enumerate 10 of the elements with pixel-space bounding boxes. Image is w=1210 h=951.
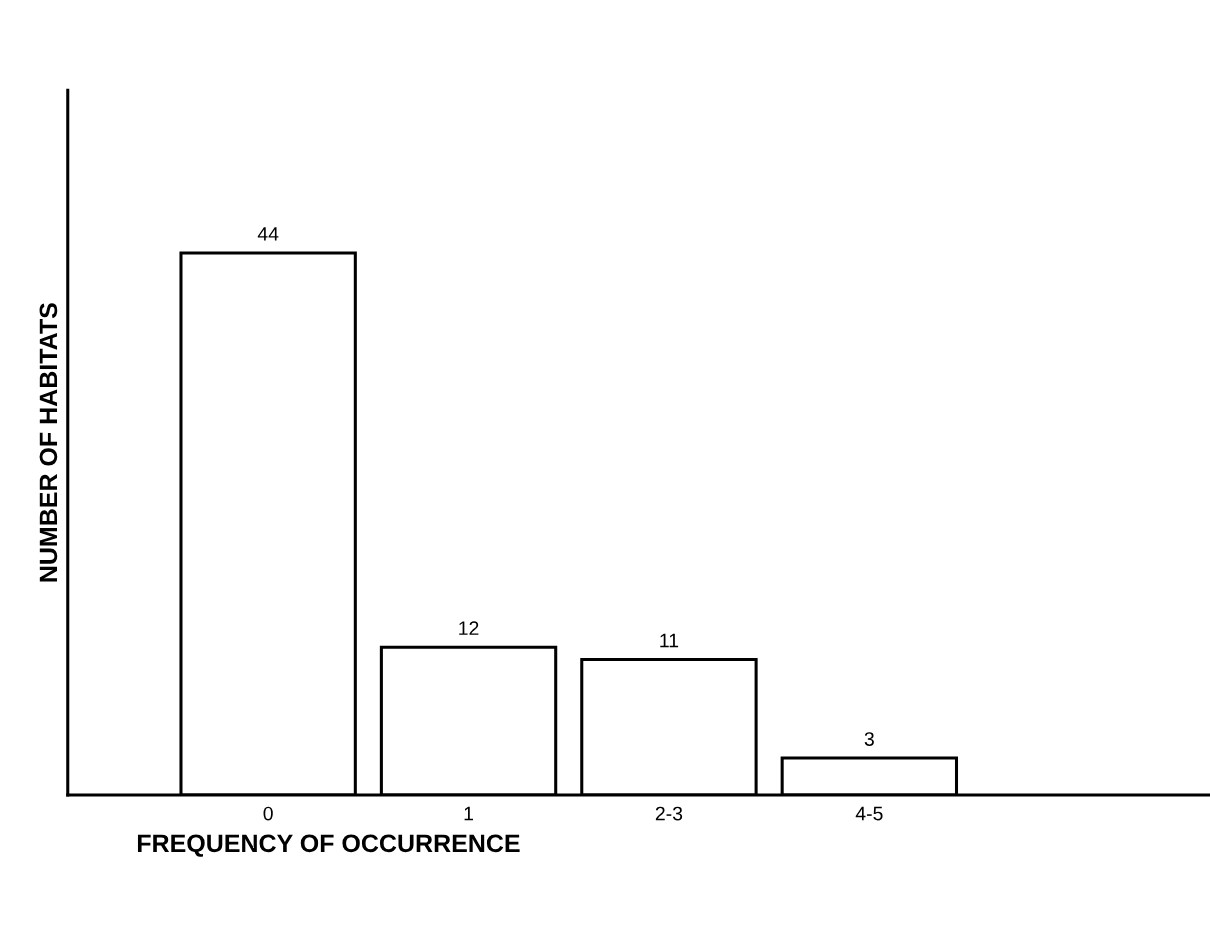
data-label: 11 [660,633,679,648]
x-tick-label: 2-3 [655,806,683,821]
data-label: 44 [257,227,279,241]
y-axis-title: NUMBER OF HABITATS [39,303,58,582]
data-label: 12 [459,621,479,635]
x-tick-label: 4-5 [855,806,883,821]
x-axis-title: FREQUENCY OF OCCURRENCE [137,834,520,857]
x-tick-label: 1 [464,806,473,821]
x-tick-label: 0 [263,806,273,821]
data-label: 3 [864,732,874,746]
